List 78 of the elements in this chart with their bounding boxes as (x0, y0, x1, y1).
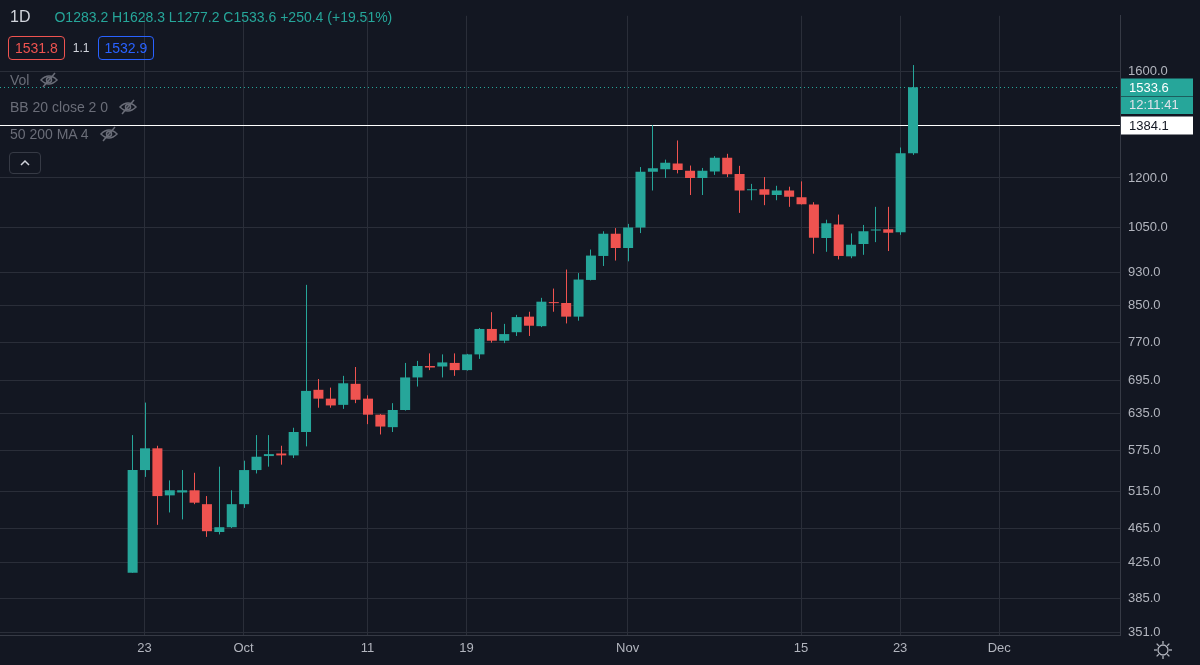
candlestick (561, 269, 572, 324)
candlestick (697, 167, 708, 196)
x-tick-label: Dec (987, 640, 1012, 656)
candlestick (288, 427, 299, 459)
candlestick (846, 232, 857, 259)
candlestick (647, 124, 658, 192)
x-tick-label: 19 (459, 640, 474, 656)
candlestick (858, 224, 869, 256)
y-tick-label: 930.0 (1128, 263, 1161, 279)
candlestick (672, 139, 683, 174)
y-tick-label: 1200.0 (1128, 169, 1168, 185)
candlestick (276, 445, 287, 466)
y-tick-label: 770.0 (1128, 333, 1161, 349)
candlestick (759, 176, 770, 206)
candlestick (251, 434, 262, 474)
y-tick-label: 465.0 (1128, 520, 1161, 536)
candlestick (685, 165, 696, 196)
x-tick-label: 23 (137, 640, 152, 656)
candlestick (660, 159, 671, 179)
candlestick (499, 323, 510, 344)
candlestick (177, 469, 188, 520)
ref-line-label: 1384.1 (1129, 118, 1169, 134)
candlestick (263, 434, 274, 468)
candlestick (746, 183, 757, 201)
x-tick-label: Oct (233, 640, 255, 656)
candlestick (548, 288, 559, 313)
x-tick-label: 11 (360, 640, 375, 656)
candlestick (524, 311, 535, 337)
annotation: 1.1 (72, 41, 90, 55)
annotation: O1283.2 H1628.3 L1277.2 C1533.6 +250.4 (+19.51%) (54, 9, 393, 25)
candlestick (734, 165, 745, 214)
candlestick (338, 375, 349, 410)
candlestick (412, 360, 423, 388)
candlestick (350, 366, 361, 404)
y-tick-label: 351.0 (1128, 624, 1161, 640)
candlestick (610, 227, 621, 262)
y-tick-label: 635.0 (1128, 405, 1161, 421)
candlestick (796, 180, 807, 205)
candlestick (511, 314, 522, 337)
y-tick-label: 575.0 (1128, 441, 1161, 457)
y-tick-label: 1600.0 (1128, 63, 1168, 79)
y-tick-label: 1050.0 (1128, 218, 1168, 234)
candlestick (140, 402, 151, 478)
annotation: 50 200 MA 4 (10, 126, 89, 142)
chart-title: 1D (10, 8, 31, 26)
ref-line-label: 1533.6 (1129, 80, 1169, 96)
candlestick (870, 206, 881, 243)
annotation: Vol (10, 72, 30, 88)
candlestick (313, 378, 324, 409)
candlestick (722, 153, 733, 178)
candlestick (189, 472, 200, 505)
candlestick (784, 186, 795, 208)
candlestick (226, 489, 237, 529)
candlestick (362, 394, 373, 425)
y-tick-label: 850.0 (1128, 297, 1161, 313)
annotation: 1532.9 (97, 36, 155, 60)
y-tick-label: 425.0 (1128, 553, 1161, 569)
candlestick (883, 206, 894, 252)
candlestick (214, 466, 225, 535)
candlestick (437, 353, 448, 378)
y-tick-label: 515.0 (1128, 482, 1161, 498)
y-tick-label: 695.0 (1128, 371, 1161, 387)
candlestick (709, 155, 720, 176)
annotation: 1531.8 (8, 36, 65, 60)
text: 12:11:41 (1121, 97, 1193, 114)
candlestick (486, 311, 497, 344)
candlestick (387, 402, 398, 433)
candlestick (375, 413, 386, 435)
candlestick (821, 219, 832, 253)
candlestick (623, 223, 634, 262)
x-tick-label: 15 (793, 640, 809, 656)
y-tick-label: 385.0 (1128, 590, 1161, 606)
candlestick (449, 352, 460, 377)
x-tick-label: Nov (616, 640, 640, 656)
candlestick (164, 479, 175, 513)
candlestick (598, 230, 609, 267)
annotation: BB 20 close 2 0 (10, 99, 109, 115)
x-tick-label: 23 (892, 640, 908, 656)
